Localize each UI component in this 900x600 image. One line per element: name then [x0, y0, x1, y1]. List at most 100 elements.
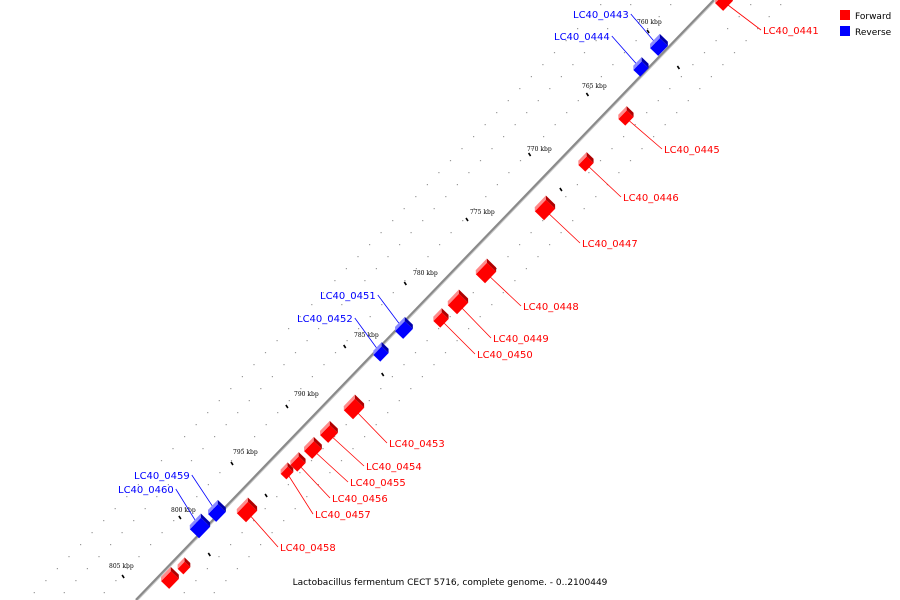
- gene-box-side: [626, 106, 634, 118]
- grid-dot: [33, 592, 35, 594]
- grid-dot: [91, 532, 93, 534]
- gene-lc40_0455[interactable]: LC40_0455: [302, 436, 406, 489]
- grid-dot: [241, 532, 243, 534]
- gene-leader-line: [485, 272, 522, 307]
- grid-dot: [462, 220, 464, 222]
- grid-dot: [508, 172, 510, 174]
- grid-dot: [472, 292, 474, 294]
- grid-dot: [485, 196, 487, 198]
- grid-dot: [288, 328, 290, 330]
- grid-dot: [519, 244, 521, 246]
- gene-box-top: [280, 462, 288, 474]
- grid-dot: [630, 4, 632, 6]
- scale-ticks: 760 kbp 765 kbp 770 kbp 775 kbp 780 kbp 785 k…: [109, 19, 681, 579]
- grid-dot: [514, 280, 516, 282]
- grid-dot: [623, 136, 625, 138]
- gene-box: [320, 420, 338, 443]
- legend-swatch-reverse: [840, 26, 850, 36]
- gene-lc40_0452[interactable]: LC40_0452: [297, 314, 391, 362]
- gene-lc40_0447[interactable]: LC40_0447: [533, 195, 638, 250]
- grid-dot: [334, 352, 337, 354]
- grid-dot: [449, 316, 451, 318]
- gene-box-face: [161, 571, 179, 589]
- grid-dot: [750, 4, 752, 6]
- grid-dot: [45, 580, 47, 582]
- grid-dot: [647, 28, 649, 30]
- grid-dot: [680, 76, 682, 78]
- gene-box-face: [650, 38, 668, 56]
- gene-box-face: [578, 156, 594, 172]
- grid-dot: [468, 328, 470, 330]
- gene-lc40_0449[interactable]: LC40_0449: [446, 289, 549, 345]
- grid-dot: [230, 544, 232, 546]
- grid-dot: [172, 448, 174, 450]
- grid-dot: [537, 256, 539, 258]
- grid-dot: [438, 172, 440, 174]
- gene-box-top: [650, 33, 660, 49]
- gene-lc40_0453[interactable]: LC40_0453: [342, 394, 445, 450]
- grid-dot: [253, 520, 255, 522]
- gene-lc40_0448[interactable]: LC40_0448: [474, 258, 579, 313]
- gene-lc40_0441[interactable]: LC40_0441: [713, 0, 819, 37]
- grid-dot: [415, 268, 417, 270]
- gene-lc40_0443[interactable]: LC40_0443: [573, 10, 670, 56]
- gene-box-side: [170, 566, 179, 579]
- gene-lc40_0459[interactable]: LC40_0459: [134, 471, 228, 522]
- grid-dot: [277, 412, 279, 414]
- gene-lc40_0444[interactable]: LC40_0444: [554, 32, 651, 77]
- gene-lc40_0462[interactable]: [159, 566, 181, 589]
- grid-dot: [456, 184, 458, 186]
- scale-tick-label: 770 kbp: [527, 146, 552, 153]
- gene-box-top: [343, 394, 355, 411]
- grid-dot: [646, 112, 648, 114]
- grid-dot: [572, 64, 574, 66]
- gene-lc40_0461[interactable]: [175, 557, 192, 575]
- grid-dot: [380, 232, 382, 234]
- scale-tick: [230, 461, 234, 466]
- gene-lc40_0451[interactable]: LC40_0451: [320, 291, 415, 339]
- grid-dot: [733, 52, 736, 54]
- gene-lc40_0456[interactable]: LC40_0456: [288, 452, 388, 505]
- grid-dot: [421, 376, 423, 378]
- grid-dot: [206, 568, 208, 570]
- gene-box-side: [641, 57, 649, 69]
- gene-leader-line: [625, 117, 663, 150]
- grid-dot: [260, 388, 262, 390]
- gene-box: [534, 195, 556, 221]
- grid-dot: [271, 532, 273, 534]
- grid-dot: [345, 424, 347, 426]
- grid-dot: [426, 184, 428, 186]
- grid-dot: [577, 28, 579, 30]
- grid-dot: [230, 388, 232, 390]
- gene-lc40_0457[interactable]: LC40_0457: [278, 462, 371, 521]
- grid-dot: [202, 448, 204, 450]
- gene-box-face: [618, 110, 634, 126]
- grid-dot: [264, 508, 266, 510]
- gene-lc40_0460[interactable]: LC40_0460: [118, 485, 212, 539]
- scale-tick: [676, 65, 681, 70]
- grid-dot: [276, 340, 278, 342]
- grid-dot: [173, 520, 175, 522]
- grid-dot: [364, 280, 366, 282]
- gene-lc40_0458[interactable]: LC40_0458: [235, 497, 336, 554]
- scale-tick: [381, 372, 385, 377]
- grid-dot: [618, 172, 620, 174]
- grid-dot: [543, 136, 545, 138]
- gene-lc40_0445[interactable]: LC40_0445: [616, 106, 720, 156]
- grid-dot: [184, 508, 186, 510]
- grid-dot: [98, 556, 100, 558]
- gene-lc40_0454[interactable]: LC40_0454: [318, 420, 422, 473]
- gene-label: LC40_0448: [523, 302, 579, 313]
- gene-lc40_0450[interactable]: LC40_0450: [431, 308, 533, 361]
- grid-dot: [588, 16, 590, 18]
- grid-dot: [196, 496, 198, 498]
- gene-box-side: [298, 452, 306, 464]
- grid-dot: [375, 424, 377, 426]
- gene-label: LC40_0443: [573, 10, 629, 21]
- grid-dot: [138, 556, 140, 558]
- grid-dot: [565, 196, 567, 198]
- scale-tick-label: 775 kbp: [470, 209, 495, 216]
- grid-dot: [473, 208, 475, 210]
- gene-lc40_0446[interactable]: LC40_0446: [576, 152, 679, 204]
